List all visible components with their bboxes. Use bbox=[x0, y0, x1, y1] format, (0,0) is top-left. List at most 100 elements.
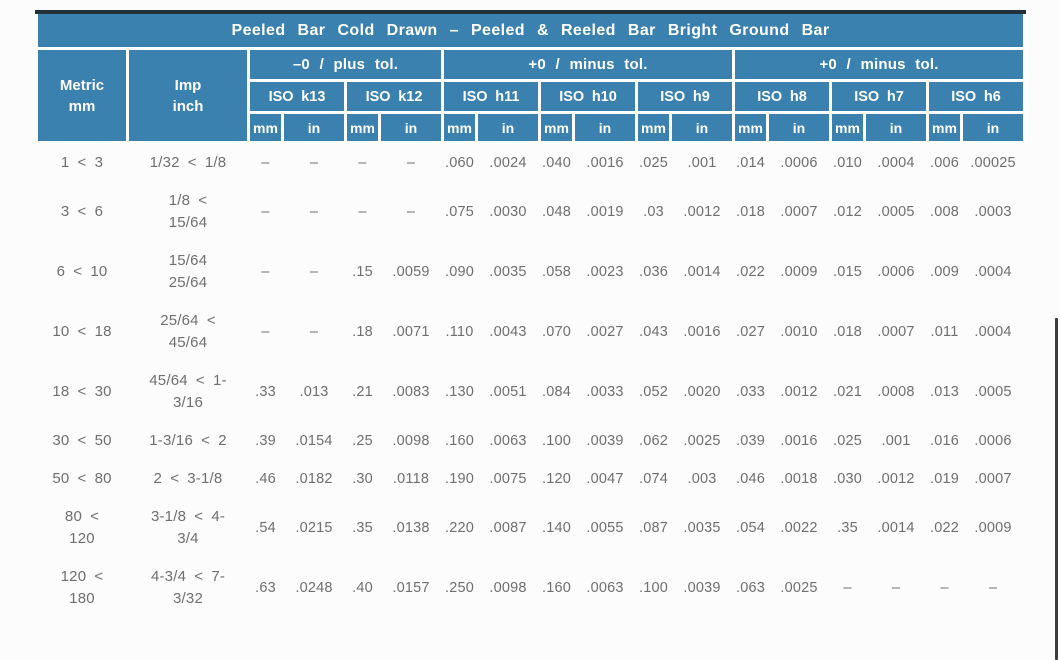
value-cell: .15 bbox=[352, 264, 373, 280]
unit-header-in: in bbox=[960, 111, 1026, 144]
value-cell: .0007 bbox=[780, 204, 818, 220]
value-cell: .0027 bbox=[586, 324, 624, 340]
value-cell: .0098 bbox=[489, 580, 527, 596]
value-cell: .0009 bbox=[974, 520, 1012, 536]
value-cell: .0030 bbox=[489, 204, 527, 220]
value-cell: .0063 bbox=[489, 433, 527, 449]
table-row: 3 < 6 1/8 < 15/64 – – – – .075 .0030 .048 .0019 .0… bbox=[37, 182, 1025, 242]
value-cell: – bbox=[358, 204, 367, 220]
value-cell: .100 bbox=[638, 580, 669, 596]
value-cell: .0157 bbox=[392, 580, 430, 596]
value-cell: .0009 bbox=[780, 264, 818, 280]
tolerance-table-container: Peeled Bar Cold Drawn – Peeled & Reeled … bbox=[35, 10, 1026, 618]
value-cell: – bbox=[309, 324, 319, 340]
value-cell: .009 bbox=[929, 264, 960, 280]
value-cell: .0018 bbox=[780, 471, 818, 487]
value-cell: .030 bbox=[832, 471, 863, 487]
iso-col-header-5: ISO h9 bbox=[635, 79, 735, 114]
value-cell: .015 bbox=[832, 264, 863, 280]
imp-range-cell: 4-3/4 < 7- 3/32 bbox=[150, 568, 226, 607]
value-cell: .063 bbox=[735, 580, 766, 596]
value-cell: .160 bbox=[541, 580, 572, 596]
imp-range-cell: 1-3/16 < 2 bbox=[149, 432, 227, 449]
value-cell: .250 bbox=[444, 580, 475, 596]
value-cell: .130 bbox=[444, 384, 475, 400]
value-cell: .0055 bbox=[586, 520, 624, 536]
value-cell: .0006 bbox=[877, 264, 915, 280]
iso-col-header-6: ISO h8 bbox=[732, 79, 832, 114]
value-cell: .087 bbox=[638, 520, 669, 536]
value-cell: .014 bbox=[735, 155, 766, 171]
value-cell: .0087 bbox=[489, 520, 527, 536]
metric-range-cell: 80 < 120 bbox=[64, 508, 100, 547]
value-cell: .0071 bbox=[392, 324, 430, 340]
value-cell: .0016 bbox=[586, 155, 624, 171]
table-row: 80 < 120 3-1/8 < 4- 3/4 .54 .0215 .35 .0138 .2… bbox=[37, 498, 1025, 558]
unit-header-mm: mm bbox=[247, 111, 284, 144]
value-cell: – bbox=[988, 580, 998, 596]
unit-header-mm: mm bbox=[732, 111, 769, 144]
value-cell: .025 bbox=[832, 433, 863, 449]
value-cell: .46 bbox=[255, 471, 276, 487]
value-cell: .0047 bbox=[586, 471, 624, 487]
imp-column-header: Imp inch bbox=[126, 47, 250, 144]
value-cell: .0138 bbox=[392, 520, 430, 536]
value-cell: .052 bbox=[638, 384, 669, 400]
unit-header-mm: mm bbox=[344, 111, 381, 144]
imp-range-cell: 1/8 < 15/64 bbox=[168, 192, 208, 231]
value-cell: .0005 bbox=[974, 384, 1012, 400]
value-cell: .0003 bbox=[974, 204, 1012, 220]
value-cell: .0025 bbox=[780, 580, 818, 596]
value-cell: .003 bbox=[687, 471, 717, 487]
value-cell: .63 bbox=[255, 580, 276, 596]
value-cell: .0007 bbox=[877, 324, 915, 340]
value-cell: .001 bbox=[687, 155, 717, 171]
iso-header-row: ISO k13 ISO k12 ISO h11 ISO h10 ISO h9 ISO h8… bbox=[37, 79, 1026, 114]
tolerance-table: Peeled Bar Cold Drawn – Peeled & Reeled … bbox=[35, 10, 1026, 618]
imp-range-cell: 25/64 < 45/64 bbox=[160, 312, 216, 351]
value-cell: .0007 bbox=[974, 471, 1012, 487]
iso-col-header-2: ISO k12 bbox=[344, 79, 444, 114]
value-cell: .040 bbox=[541, 155, 572, 171]
value-cell: .0059 bbox=[392, 264, 430, 280]
table-row: 10 < 18 25/64 < 45/64 – – .18 .0071 .110 .0043.… bbox=[37, 302, 1025, 362]
value-cell: .00025 bbox=[970, 155, 1016, 171]
value-cell: .0022 bbox=[780, 520, 818, 536]
value-cell: .03 bbox=[643, 204, 664, 220]
value-cell: – bbox=[358, 155, 367, 171]
value-cell: .070 bbox=[541, 324, 572, 340]
value-cell: .0006 bbox=[974, 433, 1012, 449]
imp-range-cell: 15/64 25/64 bbox=[168, 252, 208, 291]
value-cell: .074 bbox=[638, 471, 669, 487]
value-cell: .033 bbox=[735, 384, 766, 400]
value-cell: .090 bbox=[444, 264, 475, 280]
value-cell: .006 bbox=[929, 155, 960, 171]
value-cell: .0012 bbox=[877, 471, 915, 487]
value-cell: .160 bbox=[444, 433, 475, 449]
metric-column-header: Metric mm bbox=[35, 47, 129, 144]
value-cell: .0248 bbox=[295, 580, 333, 596]
value-cell: .060 bbox=[444, 155, 475, 171]
value-cell: .0075 bbox=[489, 471, 527, 487]
value-cell: .140 bbox=[541, 520, 572, 536]
imp-range-cell: 45/64 < 1- 3/16 bbox=[149, 372, 227, 411]
iso-col-header-1: ISO k13 bbox=[247, 79, 347, 114]
value-cell: .0004 bbox=[877, 155, 915, 171]
value-cell: – bbox=[940, 580, 949, 596]
metric-range-cell: 1 < 3 bbox=[60, 154, 104, 171]
value-cell: .062 bbox=[638, 433, 669, 449]
value-cell: .011 bbox=[930, 324, 959, 340]
value-cell: .018 bbox=[735, 204, 766, 220]
table-body: 1 < 3 1/32 < 1/8 – – – – .060 .0024 .040 .0016 .02… bbox=[37, 143, 1025, 619]
value-cell: .008 bbox=[929, 204, 960, 220]
value-cell: .022 bbox=[929, 520, 960, 536]
value-cell: .25 bbox=[352, 433, 373, 449]
value-cell: – bbox=[261, 324, 270, 340]
value-cell: .016 bbox=[929, 433, 960, 449]
metric-range-cell: 6 < 10 bbox=[56, 263, 108, 280]
metric-range-cell: 120 < 180 bbox=[60, 568, 104, 607]
value-cell: .018 bbox=[832, 324, 863, 340]
value-cell: .0014 bbox=[877, 520, 915, 536]
scrollbar[interactable] bbox=[1055, 318, 1058, 660]
table-row: 6 < 10 15/64 25/64 – – .15 .0059 .090 .0035 .058… bbox=[37, 242, 1025, 302]
